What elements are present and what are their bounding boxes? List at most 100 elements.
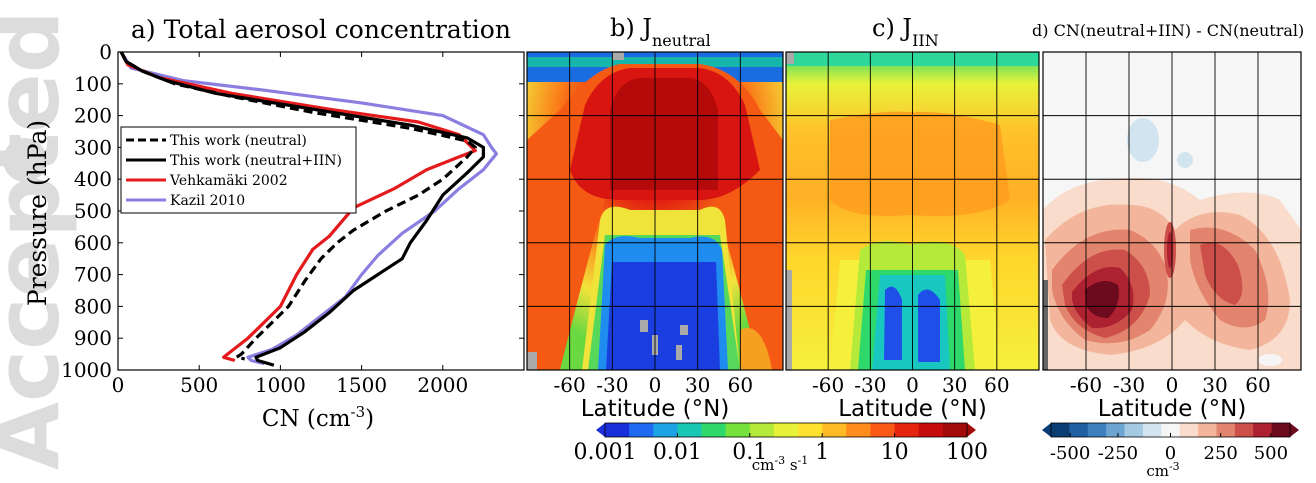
colorbar-swatch: [846, 423, 871, 437]
y-tick-label: 400: [74, 167, 112, 191]
lat-axis-label: Latitude (°N): [581, 396, 730, 422]
colorbar-tick-label: 0: [1165, 443, 1176, 464]
colorbar-tick-label: -500: [1050, 443, 1090, 464]
y-tick-label: 700: [74, 263, 112, 287]
colorbar-swatch: [918, 423, 944, 437]
colorbar-tick-label: 0.01: [653, 440, 702, 465]
panel-b-title: b) Jneutral: [610, 14, 711, 50]
panel-d: d) CN(neutral+IIN) - CN(neutral): [1032, 21, 1304, 371]
colorbar-diff: -500 -250 0 250 500: [1042, 422, 1299, 464]
lat-tick-label: -60: [1070, 373, 1102, 397]
panel-a-legend: This work (neutral) This work (neutral+II…: [120, 126, 357, 214]
colorbar-swatch: [1124, 423, 1144, 437]
colorbar-arrow-high: [967, 423, 976, 437]
colorbar-swatch: [1161, 423, 1181, 437]
x-tick-label: 2000: [417, 373, 468, 397]
y-tick-label: 100: [74, 72, 112, 96]
lat-tick-label: 30: [685, 373, 710, 397]
panel-a: a) Total aerosol concentration Pressure …: [23, 15, 525, 432]
colorbar-arrow-low: [1042, 423, 1051, 437]
lat-tick-label: 0: [1166, 373, 1179, 397]
lat-tick-label: 60: [728, 373, 753, 397]
colorbar-swatch: [1142, 423, 1162, 437]
lat-tick-label: 30: [942, 373, 967, 397]
lat-tick-label: 60: [1245, 373, 1270, 397]
colorbar-swatch: [1234, 423, 1254, 437]
panel-a-frame: [117, 51, 525, 371]
colorbar-swatch: [894, 423, 920, 437]
panel-b: b) Jneutral: [526, 14, 784, 371]
colorbar-swatch: [942, 423, 968, 437]
colorbar-swatch: [605, 423, 630, 437]
panel-c-frame: [785, 51, 1040, 371]
x-tick-label: 0: [112, 373, 125, 397]
lat-axis-label: Latitude (°N): [838, 396, 987, 422]
y-tick-label: 600: [74, 231, 112, 255]
panel-a-ylabel: Pressure (hPa): [23, 120, 52, 306]
lat-tick-label: -30: [596, 373, 628, 397]
colorbar-tick-label: 500: [1254, 443, 1288, 464]
colorbar-swatch: [870, 423, 896, 437]
y-tick-label: 300: [74, 135, 112, 159]
panel-a-title: a) Total aerosol concentration: [131, 15, 511, 44]
colorbar-tick-label: 10: [881, 440, 909, 465]
series-line-3: [119, 51, 498, 366]
colorbar-swatch: [725, 423, 751, 437]
panel-c: c) JIIN: [785, 14, 1040, 371]
lat-tick-label: 60: [984, 373, 1009, 397]
y-tick-label: 0: [99, 40, 112, 64]
colorbar-swatch: [1087, 423, 1107, 437]
colorbar-swatch: [773, 423, 799, 437]
colorbar-tick-label: 250: [1204, 443, 1238, 464]
colorbar-arrow-low: [596, 423, 605, 437]
panel-d-frame: [1042, 51, 1302, 371]
colorbar-tick-label: 0.1: [732, 440, 767, 465]
colorbar-swatch: [1253, 423, 1273, 437]
lat-tick-label: -60: [812, 373, 844, 397]
colorbar-rate-unit: cm-3 s-1: [752, 454, 809, 475]
y-tick-label: 500: [74, 199, 112, 223]
lat-tick-label: 0: [649, 373, 662, 397]
colorbar-swatch: [798, 423, 823, 437]
colorbar-tick-label: 1: [815, 440, 829, 465]
panel-b-grid: [527, 52, 783, 370]
legend-label-1: This work (neutral+IIN): [170, 153, 342, 169]
watermark-text: Accepted Article: [0, 0, 79, 470]
panel-a-lines: [119, 51, 498, 367]
watermark: Accepted Article: [0, 0, 79, 470]
lat-tick-label: -60: [554, 373, 586, 397]
legend-label-0: This work (neutral): [170, 133, 307, 149]
series-line-0: [119, 51, 477, 361]
panel-a-xlabel: CN (cm-3): [262, 403, 374, 432]
lat-tick-label: -30: [1113, 373, 1145, 397]
colorbar-diff-unit: cm-3: [1146, 460, 1179, 481]
lat-tick-label: 30: [1202, 373, 1227, 397]
colorbar-swatch: [701, 423, 727, 437]
colorbar-tick-label: 100: [946, 440, 988, 465]
colorbar-swatch: [749, 423, 775, 437]
colorbar-swatch: [1216, 423, 1236, 437]
colorbar-swatch: [629, 423, 654, 437]
y-tick-label: 900: [74, 326, 112, 350]
legend-label-3: Kazil 2010: [170, 193, 245, 209]
colorbar-tick-label: 0.001: [574, 440, 637, 465]
series-line-2: [119, 51, 477, 363]
colorbar-arrow-high: [1290, 423, 1299, 437]
panel-c-grid: [786, 52, 1039, 370]
colorbar-swatch: [677, 423, 703, 437]
panel-d-title: d) CN(neutral+IIN) - CN(neutral): [1032, 21, 1304, 40]
y-tick-label: 200: [74, 104, 112, 128]
x-tick-label: 1500: [336, 373, 387, 397]
colorbar-swatch: [1106, 423, 1126, 437]
colorbar-swatch: [653, 423, 678, 437]
colorbar-swatch: [1051, 423, 1070, 437]
colorbar-swatch: [1069, 423, 1089, 437]
colorbar-swatch: [1198, 423, 1217, 437]
x-tick-label: 500: [180, 373, 218, 397]
colorbar-tick-label: -250: [1098, 443, 1138, 464]
panel-d-grid: [1043, 52, 1301, 370]
colorbar-swatch: [1179, 423, 1199, 437]
